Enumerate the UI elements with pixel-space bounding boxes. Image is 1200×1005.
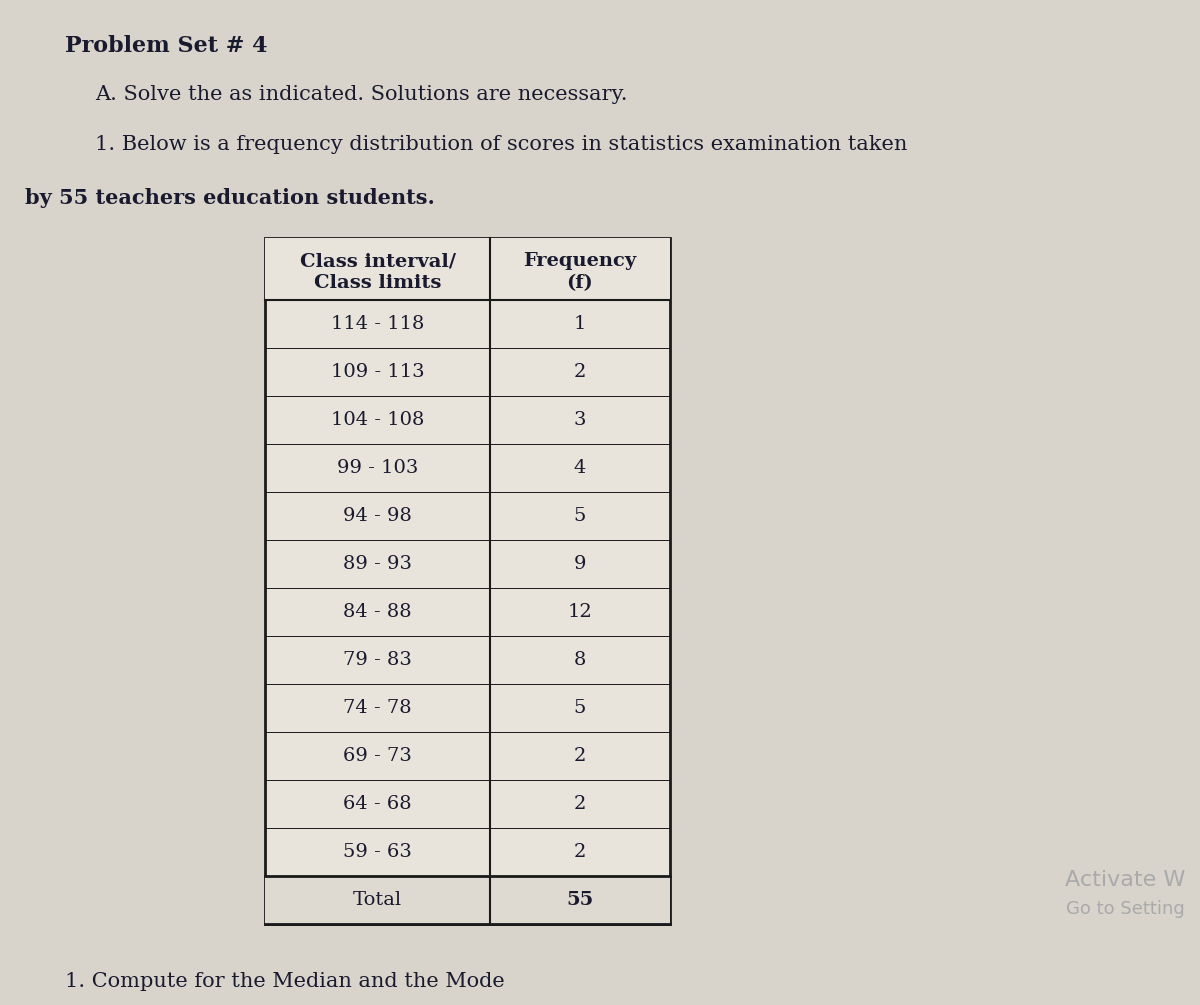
Text: 59 - 63: 59 - 63 [343, 843, 412, 861]
Bar [265, 876, 670, 924]
Text: 2: 2 [574, 795, 586, 813]
Text: (f): (f) [566, 274, 593, 292]
Text: 1. Below is a frequency distribution of scores in statistics examination taken: 1. Below is a frequency distribution of … [95, 135, 907, 154]
Text: 2: 2 [574, 363, 586, 381]
Text: 64 - 68: 64 - 68 [343, 795, 412, 813]
Text: 8: 8 [574, 651, 586, 669]
Text: Activate W: Activate W [1064, 870, 1186, 890]
Text: 2: 2 [574, 843, 586, 861]
Text: Total: Total [353, 891, 402, 909]
Text: 94 - 98: 94 - 98 [343, 507, 412, 525]
Text: 84 - 88: 84 - 88 [343, 603, 412, 621]
Text: 79 - 83: 79 - 83 [343, 651, 412, 669]
Text: 109 - 113: 109 - 113 [331, 363, 425, 381]
Text: 1: 1 [574, 315, 586, 333]
Text: Go to Setting: Go to Setting [1067, 900, 1186, 918]
Text: 9: 9 [574, 555, 587, 573]
Text: 5: 5 [574, 699, 586, 717]
Bar [265, 238, 670, 924]
Text: 5: 5 [574, 507, 586, 525]
Text: 99 - 103: 99 - 103 [337, 459, 418, 477]
Text: 74 - 78: 74 - 78 [343, 699, 412, 717]
Text: 2: 2 [574, 747, 586, 765]
Text: 55: 55 [566, 891, 594, 909]
Text: by 55 teachers education students.: by 55 teachers education students. [25, 188, 434, 208]
Text: 89 - 93: 89 - 93 [343, 555, 412, 573]
Text: 69 - 73: 69 - 73 [343, 747, 412, 765]
Text: A. Solve the as indicated. Solutions are necessary.: A. Solve the as indicated. Solutions are… [95, 85, 628, 104]
Text: 1. Compute for the Median and the Mode: 1. Compute for the Median and the Mode [65, 972, 505, 991]
Text: 3: 3 [574, 411, 587, 429]
Text: 4: 4 [574, 459, 586, 477]
Text: 114 - 118: 114 - 118 [331, 315, 424, 333]
Text: Class interval/: Class interval/ [300, 252, 456, 270]
Text: 12: 12 [568, 603, 593, 621]
Text: Problem Set # 4: Problem Set # 4 [65, 35, 268, 57]
Bar [265, 238, 670, 300]
Text: Frequency: Frequency [523, 252, 637, 270]
Text: Class limits: Class limits [314, 274, 442, 292]
Text: 104 - 108: 104 - 108 [331, 411, 424, 429]
